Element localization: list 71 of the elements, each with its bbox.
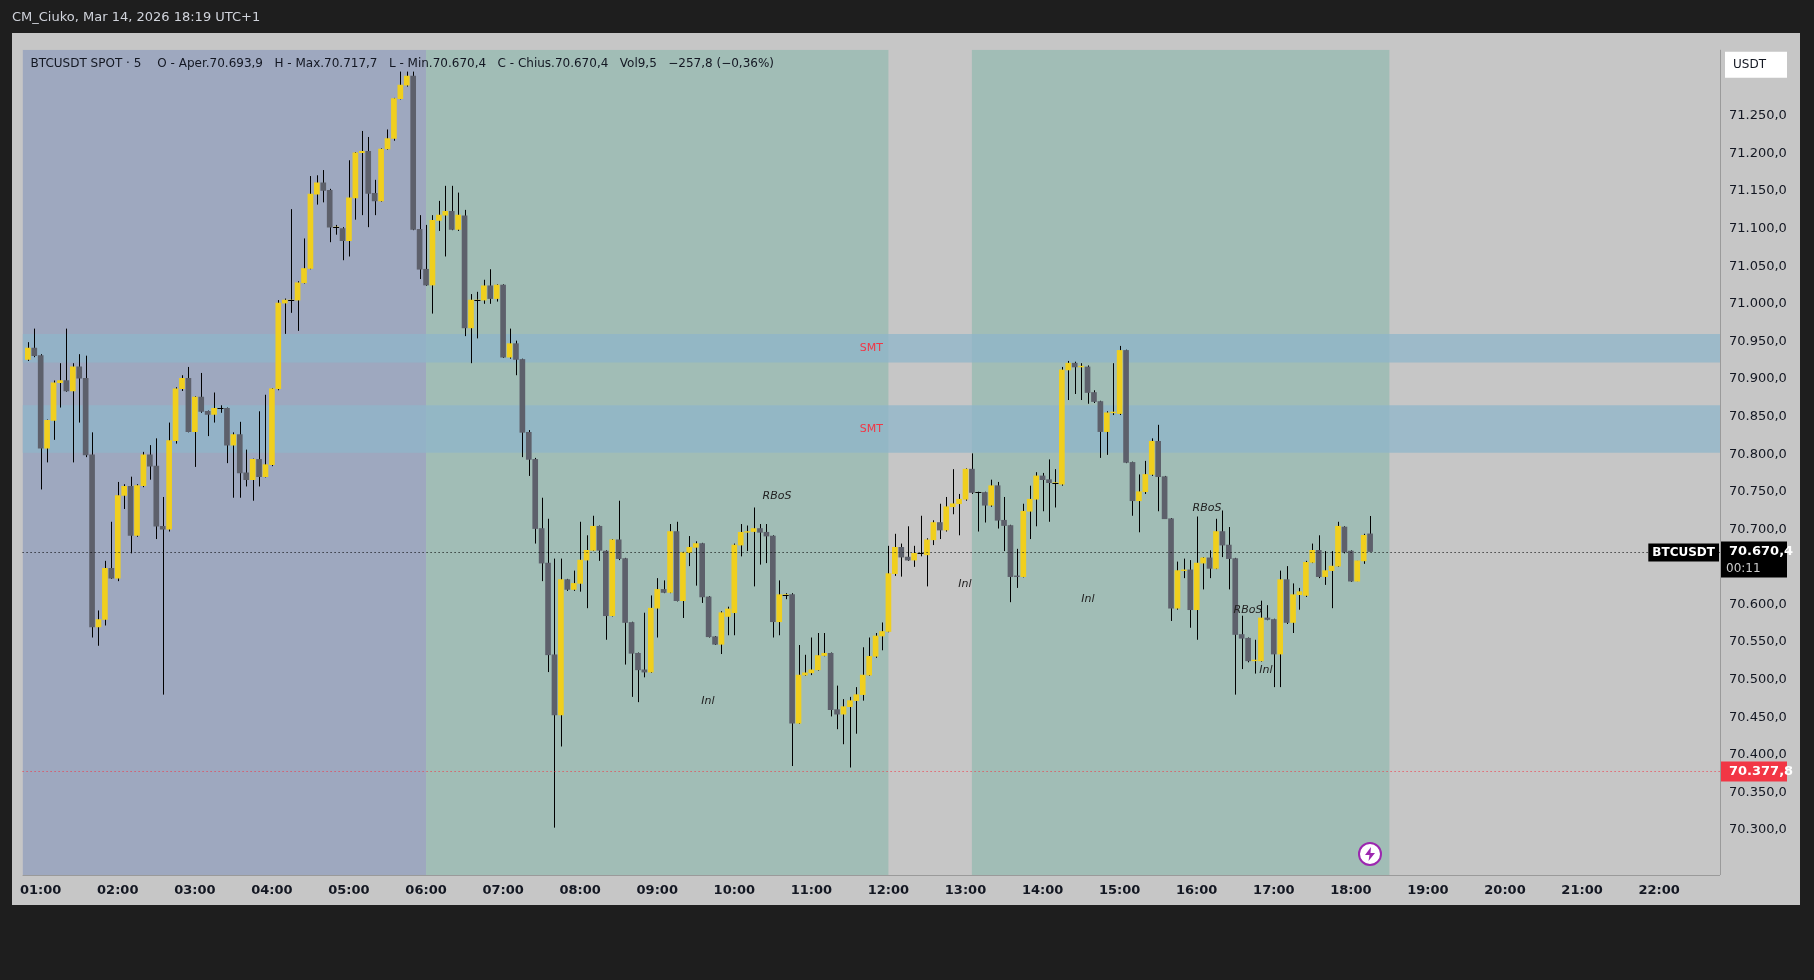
y-tick-label: 70.450,0 [1729, 708, 1787, 724]
x-tick-label: 01:00 [19, 882, 62, 898]
x-tick-label: 03:00 [174, 882, 216, 898]
candlestick [481, 279, 487, 305]
y-tick-label: 70.800,0 [1729, 445, 1787, 461]
y-tick-label: 70.850,0 [1729, 407, 1787, 423]
candlestick [339, 226, 346, 261]
y-tick-label: 70.700,0 [1729, 520, 1787, 536]
x-tick-label: 18:00 [1330, 882, 1372, 898]
candlestick [1071, 361, 1078, 395]
annotation: Inl [1259, 662, 1273, 676]
candlestick [314, 174, 320, 206]
x-tick-label: 15:00 [1098, 882, 1141, 898]
annotation: RBoS [762, 488, 792, 502]
x-tick-label: 13:00 [944, 882, 987, 898]
x-tick-label: 09:00 [636, 882, 678, 898]
x-tick-label: 21:00 [1561, 882, 1603, 898]
x-tick-label: 10:00 [713, 882, 755, 898]
y-tick-label: 70.950,0 [1729, 332, 1787, 348]
x-tick-label: 06:00 [405, 882, 447, 898]
annotation: Inl [1081, 591, 1095, 605]
candlestick [455, 192, 461, 232]
x-tick-label: 11:00 [790, 882, 833, 898]
annotation: Inl [701, 693, 715, 707]
x-tick-label: 12:00 [867, 882, 910, 898]
y-tick-label: 71.200,0 [1729, 144, 1787, 160]
candlestick [506, 328, 513, 360]
text: USDT [1733, 56, 1767, 71]
candlestick [25, 341, 31, 362]
band-label: SMT [859, 341, 884, 355]
y-tick-label: 70.600,0 [1729, 595, 1787, 611]
x-tick-label: 19:00 [1407, 882, 1449, 898]
ref-line-label: BTCUSDT [1652, 544, 1716, 559]
candlestick [936, 503, 943, 540]
annotation: Inl [958, 576, 972, 590]
x-tick-label: 14:00 [1021, 882, 1064, 898]
text: 00:11 [1726, 560, 1761, 575]
y-tick-label: 70.750,0 [1729, 483, 1787, 499]
y-tick-label: 70.500,0 [1729, 670, 1787, 686]
candlestick [988, 479, 995, 508]
x-tick-label: 04:00 [251, 882, 293, 898]
text: BTCUSDT SPOT · 5 [30, 55, 142, 70]
candlestick [243, 449, 250, 487]
text: CM_Ciuko, Mar 14, 2026 18:19 UTC+1 [12, 8, 261, 26]
candlestick [487, 268, 494, 305]
x-tick-label: 08:00 [559, 882, 601, 898]
x-tick-label: 16:00 [1176, 882, 1218, 898]
x-tick-label: 20:00 [1484, 882, 1526, 898]
x-tick-label: 17:00 [1253, 882, 1295, 898]
y-tick-label: 71.050,0 [1729, 257, 1787, 273]
candlestick [1065, 360, 1072, 401]
candlestick [256, 410, 262, 487]
y-tick-label: 71.250,0 [1729, 107, 1787, 123]
band-label: SMT [859, 421, 884, 435]
candlestick [442, 185, 449, 257]
y-tick-label: 71.150,0 [1729, 182, 1787, 198]
x-tick-label: 07:00 [482, 882, 524, 898]
y-tick-label: 70.400,0 [1729, 746, 1787, 762]
y-tick-label: 70.900,0 [1729, 370, 1787, 386]
y-tick-label: 71.100,0 [1729, 220, 1787, 236]
text: O - Aper.70.693,9 H - Max.70.717,7 L - Min.70.670,4 C - Chius.70.670,4 Vol9,5 −257,8 (−0,36%) [157, 55, 775, 70]
y-tick-label: 70.350,0 [1729, 783, 1787, 799]
y-tick-label: 70.550,0 [1729, 633, 1787, 649]
candlestick [147, 444, 153, 481]
x-tick-label: 05:00 [328, 882, 370, 898]
x-tick-label: 22:00 [1638, 882, 1680, 898]
y-tick-label: 70.300,0 [1729, 821, 1787, 837]
x-tick-label: 02:00 [97, 882, 139, 898]
y-tick-label: 71.000,0 [1729, 295, 1787, 311]
annotation: RBoS [1192, 500, 1222, 514]
candlestick [448, 185, 455, 231]
